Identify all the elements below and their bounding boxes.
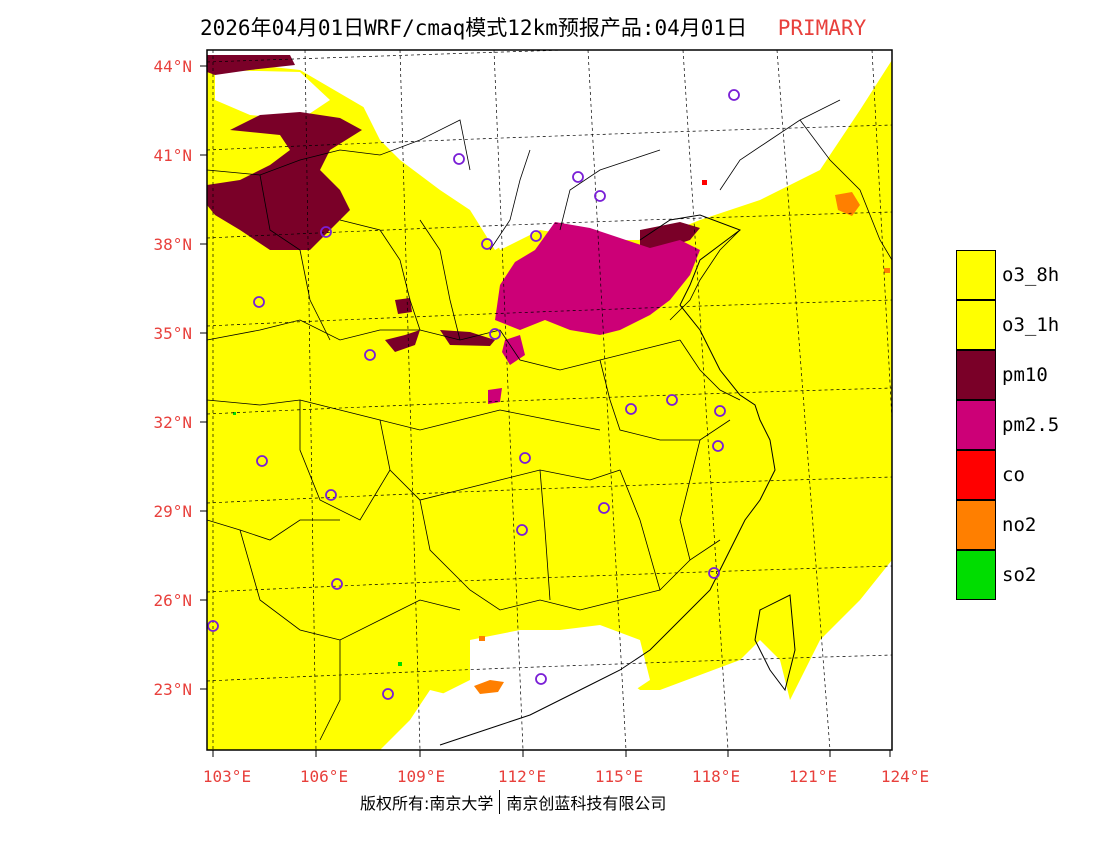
- legend-swatch: [956, 450, 996, 500]
- footer-left: 版权所有:南京大学: [360, 794, 494, 813]
- legend-label: so2: [1002, 564, 1037, 586]
- pm10-top-strip: [207, 55, 295, 75]
- lon-label: 103°E: [203, 767, 251, 786]
- map-title: 2026年04月01日WRF/cmaq模式12km预报产品:04月01日 PRI…: [200, 12, 866, 42]
- clear-south: [420, 625, 650, 750]
- title-tag: PRIMARY: [777, 16, 867, 40]
- legend-swatch: [956, 350, 996, 400]
- legend-label: no2: [1002, 514, 1037, 536]
- station-markers: [207, 89, 740, 700]
- boundary-lines: [207, 99, 892, 741]
- lat-label: 41°N: [153, 146, 192, 165]
- legend-item-o3-8h: o3_8h: [956, 250, 1059, 300]
- graticule: [207, 50, 892, 750]
- copyright-footer: 版权所有:南京大学 南京创蓝科技有限公司: [360, 790, 666, 814]
- lon-label: 109°E: [397, 767, 445, 786]
- legend-item-pm10: pm10: [956, 350, 1059, 400]
- lon-label: 106°E: [300, 767, 348, 786]
- lat-label: 38°N: [153, 235, 192, 254]
- lat-label: 35°N: [153, 324, 192, 343]
- no2-spot-3: [884, 268, 890, 273]
- lat-label: 32°N: [153, 413, 192, 432]
- pm10-small-4: [640, 222, 700, 250]
- coastline: [439, 214, 796, 746]
- footer-right: 南京创蓝科技有限公司: [506, 794, 667, 813]
- legend-item-pm25: pm2.5: [956, 400, 1059, 450]
- so2-spot-1: [398, 662, 402, 666]
- legend-label: o3_8h: [1002, 264, 1060, 286]
- pm10-small-3: [395, 298, 412, 314]
- no2-spot-4: [479, 636, 485, 641]
- legend-item-o3-1h: o3_1h: [956, 300, 1059, 350]
- clear-nw: [215, 70, 330, 120]
- pm10-region: [207, 112, 362, 250]
- lat-label: 26°N: [153, 591, 192, 610]
- legend-item-no2: no2: [956, 500, 1059, 550]
- axis-ticks: [200, 65, 891, 757]
- legend-label: co: [1002, 464, 1025, 486]
- footer-divider: [499, 790, 501, 814]
- pm25-small-2: [488, 388, 502, 404]
- lon-label: 112°E: [498, 767, 546, 786]
- o3-region: [207, 60, 892, 750]
- lat-label: 23°N: [153, 680, 192, 699]
- so2-spot-2: [233, 412, 236, 415]
- map-frame: [206, 49, 893, 751]
- legend-swatch: [956, 300, 996, 350]
- legend-swatch: [956, 400, 996, 450]
- legend-label: pm10: [1002, 364, 1048, 386]
- title-main: 2026年04月01日WRF/cmaq模式12km预报产品:04月01日: [200, 16, 748, 40]
- lon-labels: 103°E 106°E 109°E 112°E 115°E 118°E 121°…: [203, 767, 929, 786]
- lon-label: 115°E: [595, 767, 643, 786]
- lat-labels: 44°N 41°N 38°N 35°N 32°N 29°N 26°N 23°N: [153, 57, 192, 699]
- legend-swatch: [956, 250, 996, 300]
- lon-label: 118°E: [692, 767, 740, 786]
- legend-item-co: co: [956, 450, 1059, 500]
- lat-label: 44°N: [153, 57, 192, 76]
- co-spot-1: [702, 180, 707, 185]
- legend-label: pm2.5: [1002, 414, 1060, 436]
- legend-swatch: [956, 550, 996, 600]
- clear-north: [360, 50, 780, 250]
- no2-spot-2: [474, 680, 504, 694]
- no2-spot-1: [835, 192, 860, 216]
- clear-taiwan-sea: [780, 580, 892, 750]
- legend-item-so2: so2: [956, 550, 1059, 600]
- legend-swatch: [956, 500, 996, 550]
- lat-label: 29°N: [153, 502, 192, 521]
- pm10-small-1: [385, 330, 420, 352]
- pollutant-legend: o3_8h o3_1h pm10 pm2.5 co no2 so2: [956, 250, 1059, 600]
- lon-label: 121°E: [789, 767, 837, 786]
- lon-label: 124°E: [881, 767, 929, 786]
- pm25-region: [495, 222, 700, 335]
- legend-label: o3_1h: [1002, 314, 1060, 336]
